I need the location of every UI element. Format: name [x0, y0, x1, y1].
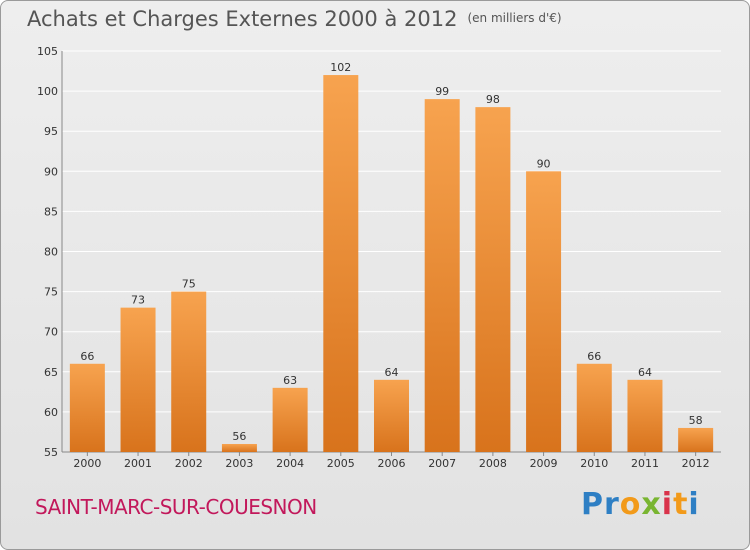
bar: [323, 75, 359, 452]
x-tick-label: 2008: [479, 457, 507, 470]
chart-unit: (en milliers d'€): [467, 11, 562, 25]
data-label: 58: [689, 414, 703, 427]
proxiti-logo: Proxiti: [581, 487, 700, 522]
chart-title-text: Achats et Charges Externes 2000 à 2012: [27, 7, 458, 31]
bar: [120, 307, 156, 452]
bar: [221, 443, 257, 452]
y-tick-label: 80: [44, 246, 58, 259]
bar: [424, 99, 460, 453]
data-label: 66: [80, 350, 94, 363]
x-tick-label: 2005: [327, 457, 355, 470]
bar: [374, 379, 409, 452]
data-label: 64: [385, 366, 399, 379]
bar: [627, 379, 663, 452]
x-tick-label: 2012: [682, 457, 710, 470]
y-tick-label: 85: [44, 205, 58, 218]
y-tick-label: 95: [44, 125, 58, 138]
x-tick-label: 2006: [378, 457, 406, 470]
bar: [69, 363, 105, 452]
bar: [171, 291, 207, 452]
data-label: 98: [486, 93, 500, 106]
y-tick-label: 70: [44, 326, 58, 339]
chart-title: Achats et Charges Externes 2000 à 2012 (e…: [27, 7, 562, 31]
y-tick-label: 100: [37, 85, 58, 98]
data-label: 63: [283, 374, 297, 387]
x-tick-label: 2009: [530, 457, 558, 470]
x-tick-label: 2002: [175, 457, 203, 470]
x-tick-label: 2007: [428, 457, 456, 470]
data-label: 75: [182, 278, 196, 291]
y-tick-label: 65: [44, 366, 58, 379]
x-tick-label: 2011: [631, 457, 659, 470]
x-tick-label: 2000: [73, 457, 101, 470]
data-label: 66: [587, 350, 601, 363]
y-tick-label: 105: [37, 45, 58, 58]
y-tick-label: 60: [44, 406, 58, 419]
data-label: 64: [638, 366, 652, 379]
bar: [526, 171, 562, 453]
data-label: 73: [131, 294, 145, 307]
y-tick-label: 75: [44, 286, 58, 299]
y-tick-label: 55: [44, 446, 58, 459]
x-tick-label: 2010: [580, 457, 608, 470]
bar: [475, 107, 511, 452]
bar: [678, 427, 714, 452]
data-label: 99: [435, 85, 449, 98]
x-tick-label: 2003: [225, 457, 253, 470]
data-label: 90: [537, 157, 551, 170]
bar: [272, 387, 308, 452]
data-label: 56: [232, 430, 246, 443]
x-tick-label: 2004: [276, 457, 304, 470]
x-tick-label: 2001: [124, 457, 152, 470]
y-tick-label: 90: [44, 165, 58, 178]
data-label: 102: [330, 61, 351, 74]
commune-name: SAINT-MARC-SUR-COUESNON: [35, 495, 317, 519]
bar: [576, 363, 612, 452]
